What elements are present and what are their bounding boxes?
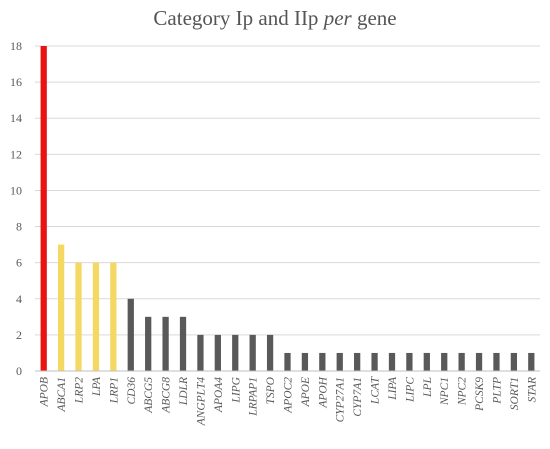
- bar-lpl: [423, 352, 430, 371]
- bar-apob: [40, 46, 47, 371]
- x-tick-label: LDLR: [178, 377, 190, 406]
- bar-cyp27a1: [336, 352, 343, 371]
- y-tick-label: 2: [16, 328, 22, 342]
- chart-title-part-2: per: [322, 6, 353, 30]
- y-tick-label: 14: [10, 111, 22, 125]
- x-tick-label: TSPO: [265, 376, 277, 404]
- bar-lipa: [388, 352, 396, 371]
- x-tick-label: LIPA: [387, 376, 399, 401]
- x-tick-label: LIPC: [404, 377, 416, 403]
- x-tick-label: APOB: [39, 377, 51, 407]
- x-tick-label: LRPAP1: [248, 377, 260, 417]
- x-tick-label: CYP7A1: [352, 377, 364, 417]
- bar-lrp1: [110, 262, 117, 371]
- bar-apoc2: [284, 352, 291, 371]
- chart-title-part-1: Category Ip and IIp: [153, 6, 323, 30]
- x-tick-label: LPL: [422, 377, 434, 398]
- bar-apoh: [319, 352, 326, 371]
- x-tick-label: PLTP: [491, 377, 503, 405]
- x-tick-label: NPC2: [457, 377, 469, 406]
- bar-lrpap1: [249, 334, 256, 371]
- bar-tspo: [266, 334, 274, 371]
- bar-ldlr: [179, 316, 187, 371]
- bar-abcg8: [162, 316, 169, 371]
- bar-apoe: [301, 352, 309, 371]
- bars: [40, 46, 535, 371]
- bar-star: [528, 352, 535, 371]
- y-tick-label: 6: [16, 256, 22, 270]
- y-tick-label: 0: [16, 364, 22, 378]
- x-tick-label: APOC2: [283, 377, 295, 414]
- bar-abca1: [57, 244, 65, 371]
- y-tick-label: 12: [10, 147, 22, 161]
- bar-lcat: [371, 352, 378, 371]
- x-axis-ticks: APOB ABCA1 LRP2 LPA LRP1 CD36 ABCG5 ABCG8 LDLR AN…: [39, 375, 539, 426]
- chart-title: Category Ip and IIp per gene: [153, 6, 396, 30]
- x-tick-label: ABCG5: [143, 377, 155, 414]
- x-tick-label: CD36: [126, 377, 138, 405]
- x-tick-label: ANGPLT4: [195, 377, 207, 427]
- chart-title-part-3: gene: [352, 6, 397, 30]
- bar-npc2: [458, 352, 465, 371]
- x-tick-label: STAR: [526, 377, 538, 402]
- x-tick-label: NPC1: [439, 377, 451, 406]
- x-tick-label: APOE: [300, 377, 312, 407]
- y-tick-label: 8: [16, 220, 22, 234]
- y-tick-label: 16: [10, 75, 22, 89]
- x-tick-label: LIPG: [230, 376, 242, 403]
- bar-pltp: [493, 352, 500, 371]
- gridlines: [35, 45, 540, 336]
- x-tick-label: LPA: [91, 376, 103, 397]
- x-tick-label: APOH: [317, 376, 329, 408]
- x-tick-label: PCSK9: [474, 377, 486, 412]
- bar-abcg5: [145, 316, 152, 371]
- bar-angplt4: [197, 334, 204, 371]
- x-tick-label: LCAT: [370, 375, 382, 405]
- y-tick-label: 10: [10, 183, 22, 197]
- bar-lpa: [92, 262, 100, 371]
- y-tick-label: 18: [10, 39, 22, 53]
- x-tick-label: ABCG8: [161, 377, 173, 414]
- x-tick-label: LRP2: [74, 377, 86, 404]
- bar-apoa4: [214, 334, 221, 371]
- bar-lipc: [406, 352, 413, 371]
- x-tick-label: APOA4: [213, 377, 225, 413]
- bar-cd36: [127, 298, 134, 371]
- bar-cyp7a1: [354, 352, 361, 371]
- x-tick-label: SORT1: [509, 377, 521, 410]
- bar-pcsk9: [475, 352, 483, 371]
- y-axis-ticks: 0 2 4 6 8 10 12 14 16 18: [10, 39, 22, 378]
- bar-lipg: [232, 334, 239, 371]
- bar-sort1: [510, 352, 518, 371]
- x-tick-label: LRP1: [108, 377, 120, 404]
- x-tick-label: ABCA1: [56, 377, 68, 413]
- x-tick-label: CYP27A1: [335, 377, 347, 422]
- bar-npc1: [441, 352, 448, 371]
- bar-lrp2: [75, 262, 82, 371]
- y-tick-label: 4: [16, 292, 22, 306]
